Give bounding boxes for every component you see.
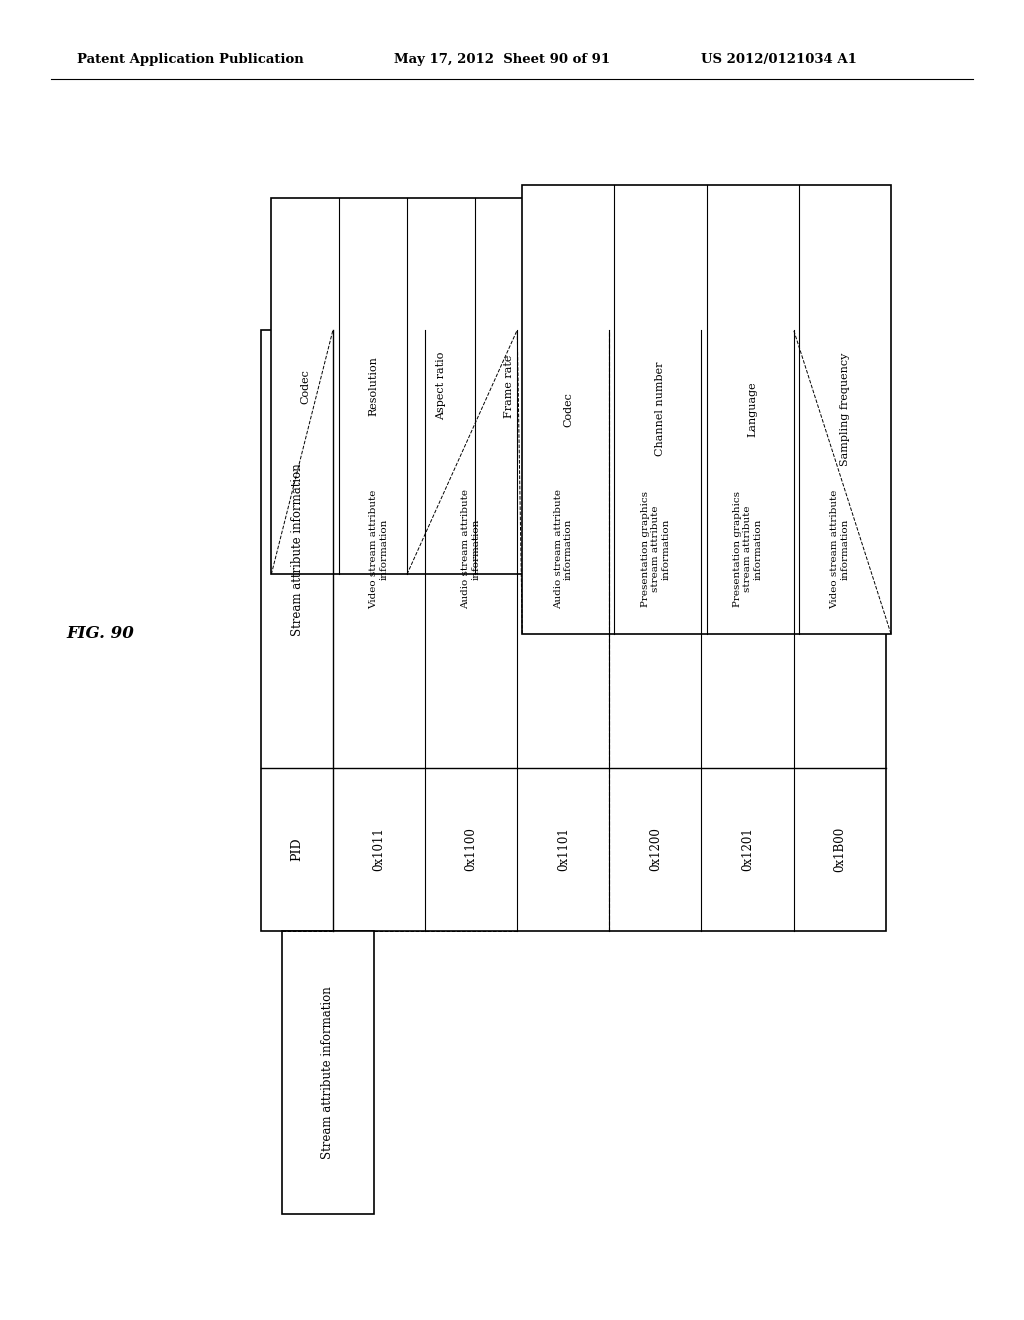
Text: US 2012/0121034 A1: US 2012/0121034 A1 — [701, 53, 857, 66]
Text: Codec: Codec — [300, 368, 310, 404]
Text: Resolution: Resolution — [368, 356, 378, 416]
Text: Video stream attribute
information: Video stream attribute information — [830, 490, 849, 609]
Text: 0x1200: 0x1200 — [649, 828, 662, 871]
Text: Stream attribute information: Stream attribute information — [291, 463, 303, 636]
Text: 0x1B00: 0x1B00 — [834, 826, 846, 873]
Text: 0x1201: 0x1201 — [741, 828, 754, 871]
Text: Codec: Codec — [563, 392, 573, 426]
Bar — [271, 198, 543, 574]
Text: PID: PID — [291, 838, 303, 862]
Text: 0x1011: 0x1011 — [373, 828, 385, 871]
Bar — [282, 931, 374, 1214]
Text: Patent Application Publication: Patent Application Publication — [77, 53, 303, 66]
Text: Audio stream attribute
information: Audio stream attribute information — [462, 490, 481, 610]
Text: 0x1101: 0x1101 — [557, 828, 569, 871]
Text: Frame rate: Frame rate — [504, 354, 514, 418]
Text: Presentation graphics
stream attribute
information: Presentation graphics stream attribute i… — [732, 491, 763, 607]
Text: 0x1100: 0x1100 — [465, 828, 477, 871]
Text: Audio stream attribute
information: Audio stream attribute information — [554, 490, 573, 610]
Text: Aspect ratio: Aspect ratio — [436, 352, 446, 420]
Text: FIG. 90: FIG. 90 — [67, 626, 134, 642]
Text: Video stream attribute
information: Video stream attribute information — [370, 490, 389, 609]
Bar — [261, 330, 886, 931]
Text: May 17, 2012  Sheet 90 of 91: May 17, 2012 Sheet 90 of 91 — [394, 53, 610, 66]
Text: Presentation graphics
stream attribute
information: Presentation graphics stream attribute i… — [641, 491, 671, 607]
Text: Sampling frequency: Sampling frequency — [840, 352, 850, 466]
Text: Channel number: Channel number — [655, 362, 666, 457]
Text: Stream attribute information: Stream attribute information — [322, 986, 334, 1159]
Text: Language: Language — [748, 381, 758, 437]
Bar — [522, 185, 891, 634]
